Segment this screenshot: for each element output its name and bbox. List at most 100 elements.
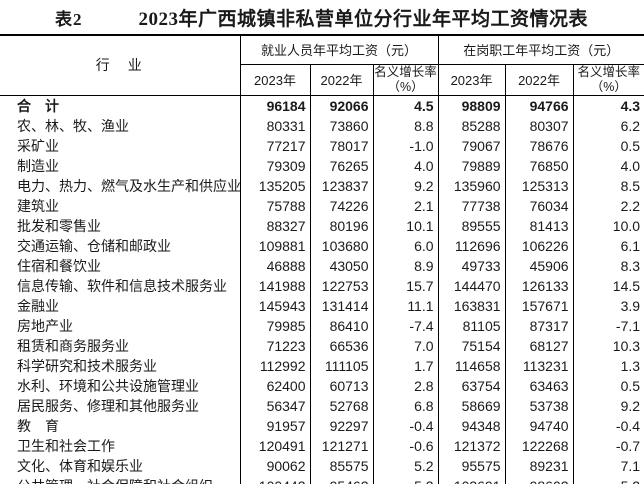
wage-value: 9.2 (620, 397, 641, 414)
wage-value: -7.1 (615, 317, 641, 334)
wage-value: 49733 (438, 255, 506, 276)
table-caption: 表2 2023年广西城镇非私营单位分行业年平均工资情况表 (0, 0, 644, 34)
wage-value: 121271 (310, 435, 374, 456)
group-header-row: 行 业 就业人员年平均工资（元） 在岗职工年平均工资（元） (0, 35, 644, 96)
wage-value: 109881 (240, 235, 311, 256)
wage-value: 10.3 (612, 337, 641, 354)
industry-name: 制造业 (0, 155, 241, 176)
wage-value: 78676 (505, 135, 574, 156)
wage-value: 75154 (438, 335, 506, 356)
wage-value: 76034 (505, 195, 574, 216)
wage-value: 1.3 (620, 357, 641, 374)
wage-value: 121372 (438, 435, 506, 456)
col-header-industry: 行 业 (0, 35, 241, 96)
wage-value: 98809 (438, 95, 506, 116)
table-row: 租赁和商务服务业 71223 66536 7.0 75154 68127 10.3 (0, 335, 644, 356)
industry-name: 交通运输、仓储和邮政业 (0, 235, 241, 256)
table-row: 采矿业 77217 78017 -1.0 79067 78676 0.5 (0, 135, 644, 156)
sub-header-row: 2023年 2022年 名义增长率（%） 2023年 2022年 名义增长率（%… (0, 64, 644, 96)
wage-value: 7.0 (373, 335, 439, 356)
wage-value: 0.5 (620, 377, 641, 394)
wage-value: 6.8 (373, 395, 439, 416)
wage-value: 58669 (438, 395, 506, 416)
wage-value: 7.1 (620, 457, 641, 474)
wage-value: 77217 (240, 135, 311, 156)
industry-name: 文化、体育和娱乐业 (0, 455, 241, 476)
wage-value: 141988 (240, 275, 311, 296)
industry-name: 合 计 (0, 95, 241, 116)
wage-value: 145943 (240, 295, 311, 316)
wage-value: 85288 (438, 115, 506, 136)
wage-value: 76265 (310, 155, 374, 176)
wage-value: 94766 (505, 95, 574, 116)
table-row: 房地产业 79985 86410 -7.4 81105 87317 -7.1 (0, 315, 644, 336)
industry-name: 农、林、牧、渔业 (0, 115, 241, 136)
table-row: 卫生和社会工作 120491 121271 -0.6 121372 122268 -0.7 (0, 435, 644, 456)
industry-name: 信息传输、软件和信息技术服务业 (0, 275, 241, 296)
wage-value: 62400 (240, 375, 311, 396)
wage-value: 144470 (438, 275, 506, 296)
table-row: 制造业 79309 76265 4.0 79889 76850 4.0 (0, 155, 644, 176)
wage-value: 114658 (438, 355, 506, 376)
industry-name: 居民服务、修理和其他服务业 (0, 395, 241, 416)
wage-value: 122268 (505, 435, 574, 456)
wage-value: 86410 (310, 315, 374, 336)
wage-value: 103691 (438, 475, 506, 484)
wage-value: 113231 (505, 355, 574, 376)
wage-value: 80196 (310, 215, 374, 236)
table-row: 居民服务、修理和其他服务业 56347 52768 6.8 58669 53738 9.2 (0, 395, 644, 416)
wage-value: 76850 (505, 155, 574, 176)
wage-value: 66536 (310, 335, 374, 356)
table-row: 文化、体育和娱乐业 90062 85575 5.2 95575 89231 7.1 (0, 455, 644, 476)
industry-name: 住宿和餐饮业 (0, 255, 241, 276)
table-row: 科学研究和技术服务业 112992 111105 1.7 114658 113231 1.3 (0, 355, 644, 376)
wage-value: -7.4 (373, 315, 439, 336)
wage-value: 73860 (310, 115, 374, 136)
wage-value: 131414 (310, 295, 374, 316)
wage-value: 45906 (505, 255, 574, 276)
table-number: 表2 (55, 9, 83, 29)
wage-value: 112696 (438, 235, 506, 256)
wage-value: 92297 (310, 415, 374, 436)
wage-value: 79309 (240, 155, 311, 176)
table-body: 合 计 96184 92066 4.5 98809 94766 4.3 农、林、牧、渔业 803… (0, 95, 644, 484)
wage-value: 100442 (240, 475, 311, 484)
table-row: 信息传输、软件和信息技术服务业 141988 122753 15.7 144470 126… (0, 275, 644, 296)
col-group-staff-wage: 在岗职工年平均工资（元） (438, 35, 644, 65)
wage-value: 4.0 (373, 155, 439, 176)
wage-value: -0.4 (373, 415, 439, 436)
wage-value: 8.5 (620, 177, 641, 194)
wage-value: 92066 (310, 95, 374, 116)
wage-value: 79067 (438, 135, 506, 156)
wage-value: 56347 (240, 395, 311, 416)
wage-table: 行 业 就业人员年平均工资（元） 在岗职工年平均工资（元） 2023年 2022… (0, 34, 644, 484)
wage-value: 3.9 (620, 297, 641, 314)
wage-value: 135960 (438, 175, 506, 196)
wage-value: 90062 (240, 455, 311, 476)
wage-value: 163831 (438, 295, 506, 316)
wage-value: 80307 (505, 115, 574, 136)
wage-value: 8.3 (620, 257, 641, 274)
industry-name: 卫生和社会工作 (0, 435, 241, 456)
industry-name: 租赁和商务服务业 (0, 335, 241, 356)
wage-value: 60713 (310, 375, 374, 396)
wage-value: 87317 (505, 315, 574, 336)
col-header-employed-growth: 名义增长率（%） (373, 64, 439, 96)
industry-name: 采矿业 (0, 135, 241, 156)
wage-value: -1.0 (373, 135, 439, 156)
wage-value: 96184 (240, 95, 311, 116)
wage-value: 9.2 (373, 175, 439, 196)
table-row: 公共管理、社会保障和社会组织100442954625.2103691986025… (0, 475, 644, 484)
wage-value: 79889 (438, 155, 506, 176)
wage-value: 80331 (240, 115, 311, 136)
wage-value: 10.1 (373, 215, 439, 236)
industry-name: 教 育 (0, 415, 241, 436)
table-row: 合 计 96184 92066 4.5 98809 94766 4.3 (0, 95, 644, 116)
wage-value: 4.0 (620, 157, 641, 174)
table-row: 农、林、牧、渔业 80331 73860 8.8 85288 80307 6.2 (0, 115, 644, 136)
wage-value: 94740 (505, 415, 574, 436)
col-header-employed-2023: 2023年 (240, 64, 311, 96)
wage-value: 8.9 (373, 255, 439, 276)
wage-value: 81413 (505, 215, 574, 236)
